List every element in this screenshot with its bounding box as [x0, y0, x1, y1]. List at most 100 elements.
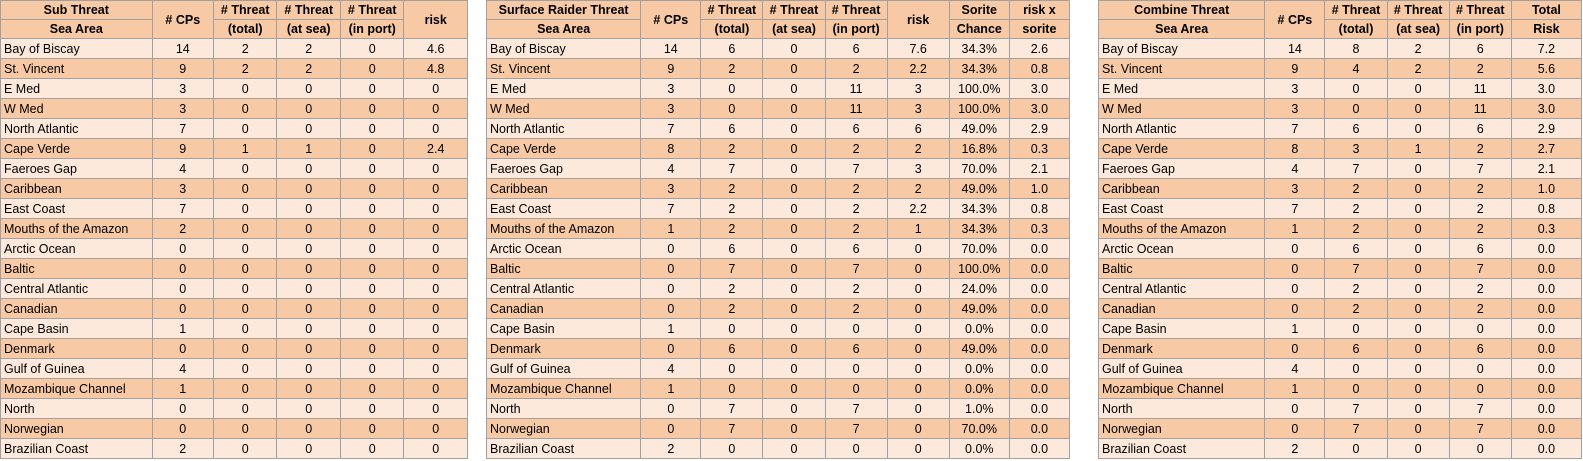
sea-area-cell: North Atlantic	[1097, 118, 1266, 139]
value-cell: 0.0	[1008, 298, 1071, 319]
value-cell: 0	[762, 298, 826, 319]
value-cell: 0	[640, 418, 702, 439]
sea-area-cell: Caribbean	[0, 178, 153, 199]
value-cell: 0.0	[1510, 338, 1583, 359]
value-cell: 7	[1324, 258, 1388, 279]
sea-area-cell: Canadian	[1097, 298, 1266, 319]
value-cell: 3	[886, 78, 950, 99]
table-row: Canadian 0 2 0 2 0.0	[1097, 298, 1583, 319]
value-cell: 2	[700, 138, 764, 159]
value-cell: 2	[1324, 218, 1388, 239]
value-cell: 70.0%	[948, 238, 1010, 259]
value-cell: 1	[1264, 378, 1326, 399]
value-cell: 2	[824, 298, 888, 319]
value-cell: 6	[886, 118, 950, 139]
sea-area-cell: St. Vincent	[0, 58, 153, 79]
value-cell: 0	[1264, 238, 1326, 259]
value-cell: 0	[762, 238, 826, 259]
value-cell: 0	[1386, 418, 1450, 439]
value-cell: 7	[824, 418, 888, 439]
sea-area-cell: Central Atlantic	[1097, 278, 1266, 299]
column-header: Total	[1510, 0, 1583, 20]
value-cell: 3	[886, 158, 950, 179]
column-header: # Threat	[1386, 0, 1450, 20]
value-cell: 7	[151, 118, 215, 139]
column-header: # Threat	[1324, 0, 1388, 20]
value-cell: 7	[824, 398, 888, 419]
sea-area-cell: St. Vincent	[485, 58, 642, 79]
column-header: risk x	[1008, 0, 1071, 20]
value-cell: 24.0%	[948, 278, 1010, 299]
value-cell: 2	[824, 58, 888, 79]
column-header: # Threat	[824, 0, 888, 20]
table-row: W Med 3 0 0 11 3 100.0% 3.0	[485, 98, 1071, 119]
table-row: Faeroes Gap 4 7 0 7 2.1	[1097, 158, 1583, 179]
column-header: Surface Raider Threat	[485, 0, 642, 20]
value-cell: 2	[1386, 58, 1450, 79]
value-cell: 0	[339, 78, 405, 99]
column-header: (in port)	[339, 19, 405, 39]
value-cell: 4	[1264, 358, 1326, 379]
sea-area-cell: Faeroes Gap	[485, 158, 642, 179]
value-cell: 0.0	[1510, 418, 1583, 439]
value-cell: 0	[886, 258, 950, 279]
value-cell: 7	[1324, 418, 1388, 439]
column-header: # Threat	[339, 0, 405, 20]
value-cell: 7	[1324, 398, 1388, 419]
value-cell: 3	[151, 98, 215, 119]
value-cell: 0.0	[1510, 358, 1583, 379]
value-cell: 0	[151, 258, 215, 279]
value-cell: 0	[276, 398, 341, 419]
value-cell: 3	[151, 78, 215, 99]
table-row: Brazilian Coast 2 0 0 0 0	[0, 438, 468, 459]
table-row: Faeroes Gap 4 0 0 0 0	[0, 158, 468, 179]
value-cell: 0	[762, 138, 826, 159]
sea-area-cell: Arctic Ocean	[1097, 238, 1266, 259]
sea-area-cell: Brazilian Coast	[1097, 438, 1266, 459]
value-cell: 0	[403, 438, 468, 459]
table-row: Mozambique Channel 1 0 0 0 0 0.0% 0.0	[485, 378, 1071, 399]
value-cell: 0	[403, 78, 468, 99]
table-row: East Coast 7 0 0 0 0	[0, 198, 468, 219]
value-cell: 0	[212, 358, 278, 379]
value-cell: 0	[212, 398, 278, 419]
value-cell: 0	[403, 258, 468, 279]
sea-area-cell: Mouths of the Amazon	[485, 218, 642, 239]
value-cell: 6	[824, 338, 888, 359]
value-cell: 0	[212, 238, 278, 259]
value-cell: 0	[339, 438, 405, 459]
table-row: Arctic Ocean 0 0 0 0 0	[0, 238, 468, 259]
value-cell: 0.0	[1008, 418, 1071, 439]
value-cell: 2	[1324, 298, 1388, 319]
sea-area-cell: Caribbean	[485, 178, 642, 199]
value-cell: 2	[700, 278, 764, 299]
value-cell: 2	[824, 218, 888, 239]
value-cell: 6	[824, 118, 888, 139]
column-header: # CPs	[640, 0, 702, 39]
value-cell: 49.0%	[948, 338, 1010, 359]
value-cell: 0	[1324, 318, 1388, 339]
value-cell: 8	[1264, 138, 1326, 159]
value-cell: 7	[640, 198, 702, 219]
value-cell: 1	[1264, 218, 1326, 239]
value-cell: 0	[640, 278, 702, 299]
value-cell: 7	[1448, 398, 1512, 419]
table-row: Denmark 0 0 0 0 0	[0, 338, 468, 359]
value-cell: 0	[339, 318, 405, 339]
value-cell: 0	[886, 238, 950, 259]
table-row: Mouths of the Amazon 1 2 0 2 0.3	[1097, 218, 1583, 239]
column-header: (in port)	[1448, 19, 1512, 39]
value-cell: 2	[824, 198, 888, 219]
value-cell: 2	[212, 58, 278, 79]
table-row: Bay of Biscay 14 8 2 6 7.2	[1097, 38, 1583, 59]
value-cell: 0	[1324, 78, 1388, 99]
sea-area-cell: North	[1097, 398, 1266, 419]
value-cell: 0.0	[1008, 238, 1071, 259]
value-cell: 2	[700, 218, 764, 239]
value-cell: 0	[762, 178, 826, 199]
value-cell: 0	[276, 158, 341, 179]
value-cell: 0	[276, 378, 341, 399]
value-cell: 11	[1448, 98, 1512, 119]
value-cell: 0	[700, 98, 764, 119]
value-cell: 0	[1386, 178, 1450, 199]
